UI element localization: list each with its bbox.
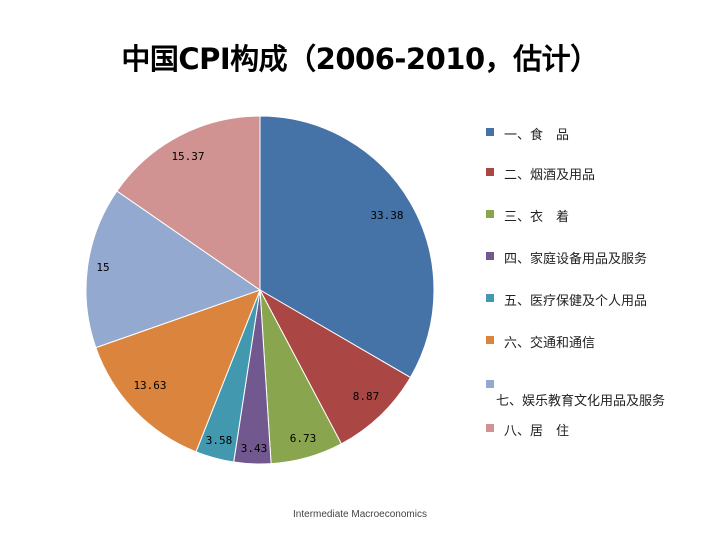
data-label-4: 3.43 [241, 442, 268, 455]
pie-slice-2 [258, 288, 412, 445]
data-label-8: 15.37 [171, 150, 204, 163]
legend-label: 七、娱乐教育文化用品及服务 [496, 394, 666, 409]
legend-label: 三、衣 着 [504, 210, 570, 225]
legend-label: 五、医疗保健及个人用品 [504, 294, 648, 309]
legend-swatch [486, 380, 494, 388]
legend-label: 二、烟酒及用品 [504, 168, 596, 183]
pie-slice-1 [259, 115, 435, 379]
legend-swatch [486, 336, 494, 344]
legend-label: 八、居 住 [504, 424, 570, 439]
legend-swatch [486, 294, 494, 302]
legend-swatch [486, 424, 494, 432]
pie-slice-8 [116, 115, 261, 291]
pie-slice-6 [95, 289, 261, 453]
legend-label: 六、交通和通信 [504, 336, 596, 351]
legend-swatch [486, 168, 494, 176]
pie-slice-7 [85, 190, 262, 349]
legend-label: 一、食 品 [504, 128, 570, 143]
data-label-6: 13.63 [133, 379, 166, 392]
legend-swatch [486, 252, 494, 260]
legend-label: 四、家庭设备用品及服务 [504, 252, 648, 267]
data-label-3: 6.73 [290, 432, 317, 445]
data-label-1: 33.38 [370, 209, 403, 222]
legend-swatch [486, 128, 494, 136]
chart-title: 中国CPI构成（2006-2010，估计） [121, 42, 599, 76]
legend-swatch [486, 210, 494, 218]
footer-text: Intermediate Macroeconomics [293, 509, 427, 520]
data-label-2: 8.87 [353, 390, 380, 403]
data-label-7: 15 [96, 261, 109, 274]
data-label-5: 3.58 [206, 434, 233, 447]
